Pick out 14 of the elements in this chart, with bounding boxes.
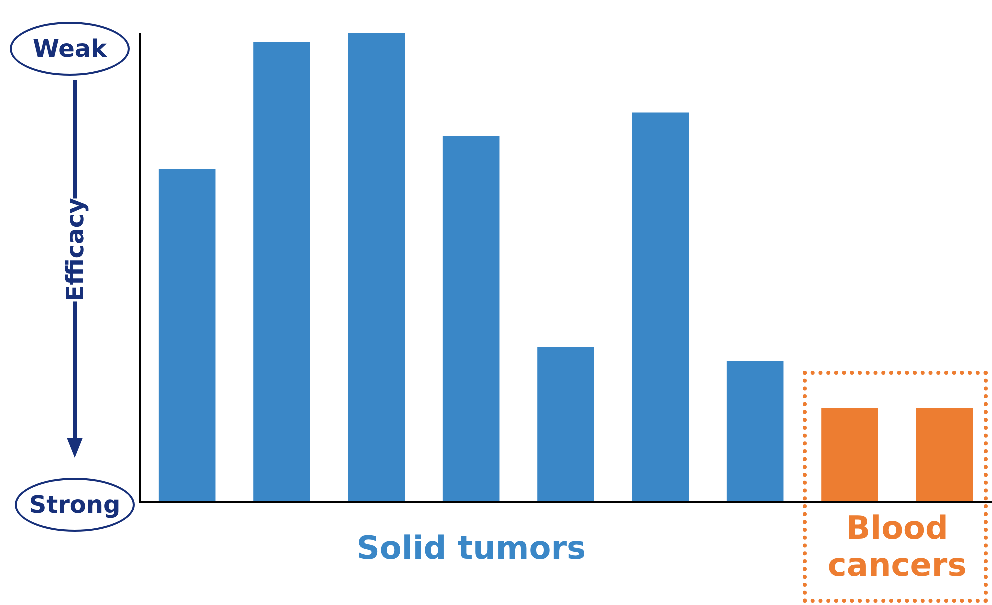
y-axis-title: Efficacy	[57, 198, 94, 302]
text: Strong	[15, 478, 135, 532]
text: Solid tumors	[356, 529, 586, 567]
bar	[158, 169, 216, 502]
bar	[916, 408, 974, 502]
bar	[348, 33, 406, 502]
bar	[254, 42, 310, 502]
bar	[632, 112, 690, 502]
bar	[822, 408, 878, 502]
bar	[538, 347, 594, 502]
bar	[726, 361, 784, 502]
bar	[442, 136, 500, 502]
text: Weak	[10, 22, 130, 76]
text: Blood cancers	[826, 509, 968, 584]
